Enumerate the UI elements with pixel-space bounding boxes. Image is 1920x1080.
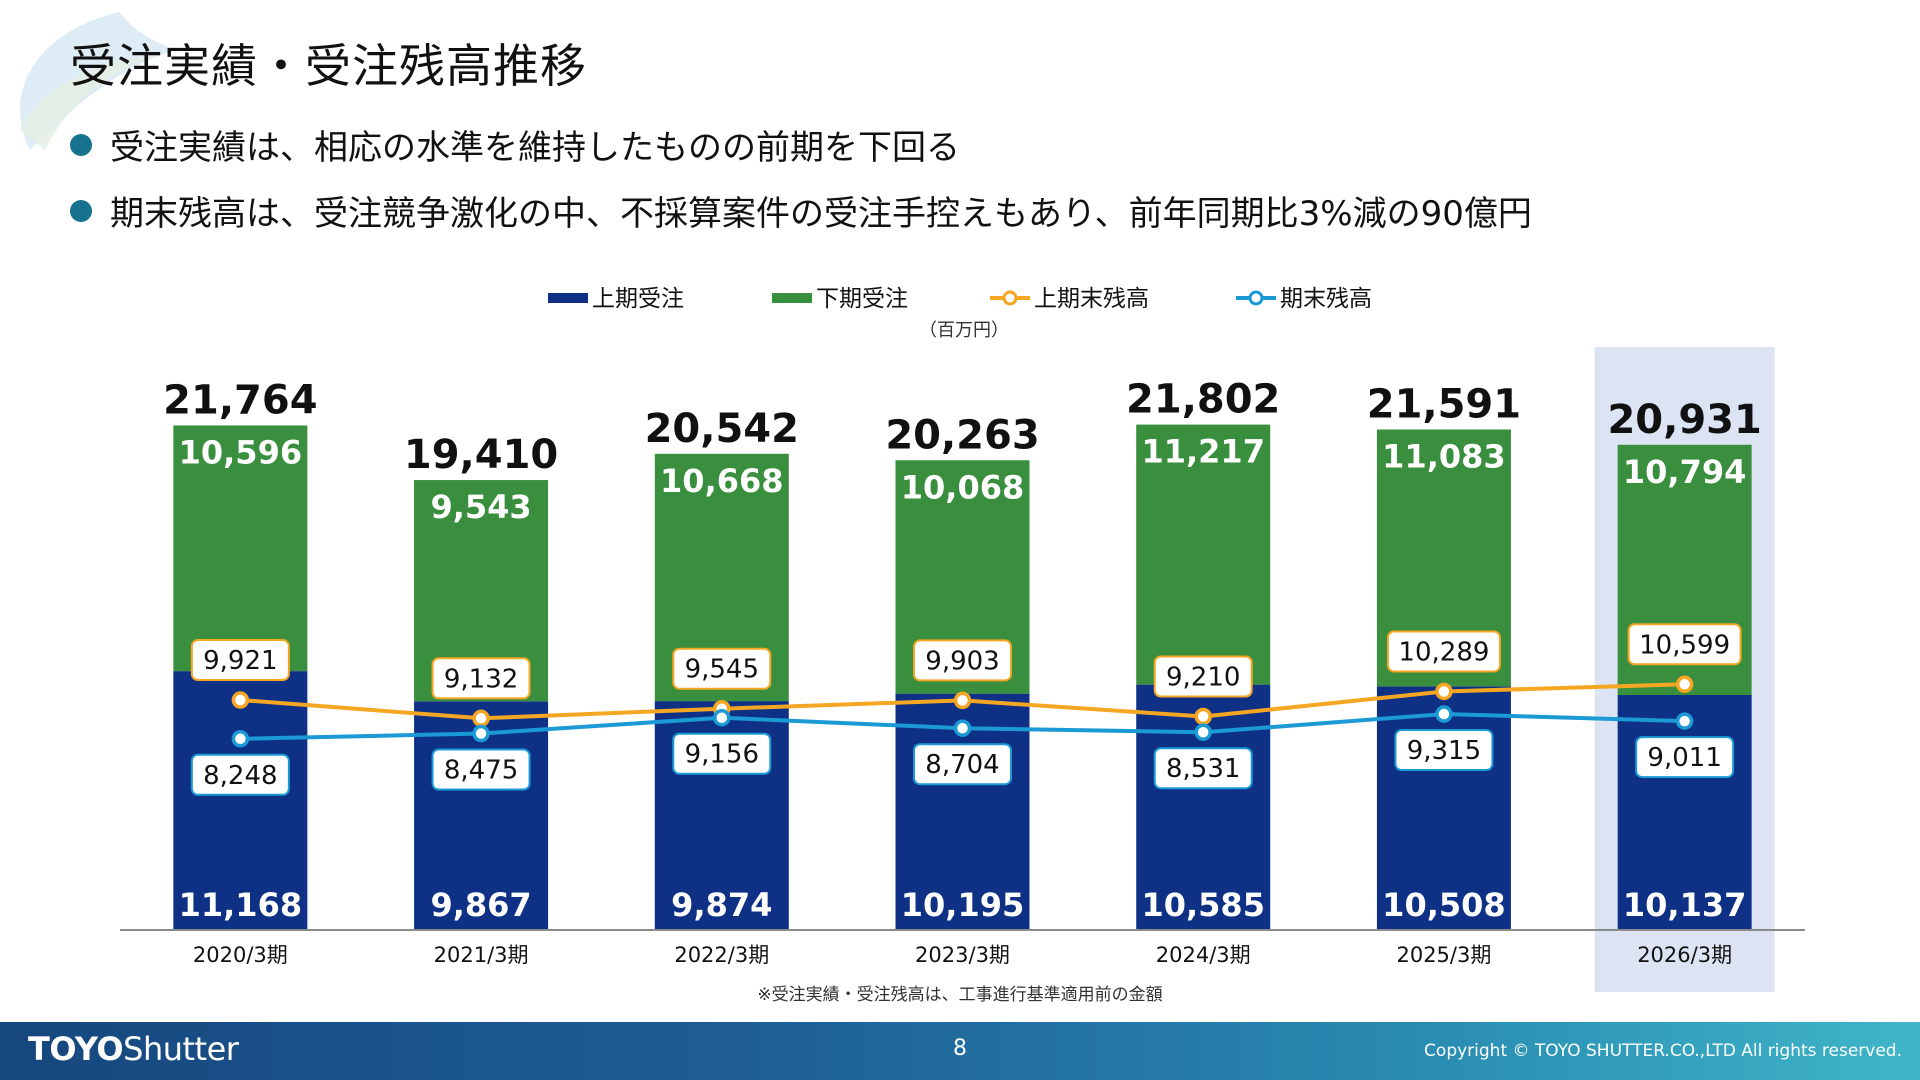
bar-first-half bbox=[173, 671, 308, 930]
chart-footnote: ※受注実績・受注残高は、工事進行基準適用前の金額 bbox=[757, 985, 1162, 1005]
line-point bbox=[1435, 705, 1453, 723]
line-value-box bbox=[1153, 655, 1253, 698]
line-value-box bbox=[672, 732, 772, 775]
line-value-box bbox=[1386, 630, 1501, 673]
category-label: 2020/3期 bbox=[193, 943, 288, 967]
line-point bbox=[1435, 682, 1453, 701]
company-logo: TOYOShutter bbox=[28, 1030, 239, 1068]
bar-value-label: 10,596 bbox=[179, 433, 302, 471]
bar-value-label: 10,137 bbox=[1623, 886, 1746, 924]
category-label: 2026/3期 bbox=[1637, 943, 1732, 967]
line-point bbox=[472, 724, 490, 743]
legend-marker bbox=[1248, 290, 1264, 306]
legend-label: 下期受注 bbox=[816, 286, 908, 312]
line-value-box bbox=[190, 639, 290, 682]
bullet-item: 受注実績は、相応の水準を維持したものの前期を下回る bbox=[70, 120, 960, 169]
decorative-swoosh bbox=[20, 12, 176, 150]
line-point bbox=[953, 719, 972, 737]
line-point bbox=[1194, 723, 1212, 741]
line-value-label: 9,903 bbox=[925, 646, 999, 676]
bar-value-label: 11,217 bbox=[1141, 433, 1264, 471]
footer-bar: TOYOShutter 8 Copyright © TOYO SHUTTER.C… bbox=[0, 1022, 1920, 1080]
line-value-label: 9,210 bbox=[1166, 662, 1240, 692]
bullet-item: 期末残高は、受注競争激化の中、不採算案件の受注手控えもあり、前年同期比3%減の9… bbox=[70, 186, 1532, 235]
category-label: 2023/3期 bbox=[915, 943, 1010, 967]
bar-value-label: 9,867 bbox=[430, 886, 531, 924]
line-point bbox=[953, 691, 972, 710]
total-label: 19,410 bbox=[404, 432, 558, 478]
page-number: 8 bbox=[953, 1036, 967, 1061]
line-value-label: 8,531 bbox=[1166, 754, 1240, 784]
legend-label: 上期受注 bbox=[592, 286, 684, 312]
line-value-box bbox=[913, 743, 1012, 786]
category-label: 2024/3期 bbox=[1156, 943, 1251, 967]
line-value-box bbox=[1635, 736, 1735, 779]
line-value-box bbox=[1153, 747, 1253, 790]
legend-label: 期末残高 bbox=[1280, 286, 1372, 312]
copyright-text: Copyright © TOYO SHUTTER.CO.,LTD All rig… bbox=[1424, 1041, 1902, 1061]
line-value-label: 9,156 bbox=[685, 740, 759, 770]
total-label: 21,802 bbox=[1126, 377, 1280, 423]
line-value-label: 9,011 bbox=[1647, 743, 1721, 773]
legend-label: 上期末残高 bbox=[1034, 286, 1149, 312]
line-point bbox=[231, 691, 250, 709]
total-label: 20,542 bbox=[645, 406, 799, 452]
line-value-label: 9,315 bbox=[1407, 736, 1481, 766]
line-value-box bbox=[190, 753, 290, 796]
line-value-box bbox=[913, 639, 1012, 682]
total-label: 20,931 bbox=[1607, 397, 1761, 443]
bar-value-label: 11,083 bbox=[1382, 437, 1505, 475]
line-value-box bbox=[1627, 623, 1742, 666]
line-point bbox=[713, 708, 731, 727]
legend-swatch bbox=[772, 293, 812, 303]
legend-swatch bbox=[548, 293, 588, 303]
bar-value-label: 11,168 bbox=[179, 886, 302, 924]
bar-value-label: 10,668 bbox=[660, 462, 783, 500]
bullet-text: 期末残高は、受注競争激化の中、不採算案件の受注手控えもあり、前年同期比3%減の9… bbox=[110, 194, 1532, 234]
line-point bbox=[1675, 675, 1694, 694]
bar-value-label: 10,794 bbox=[1623, 453, 1746, 491]
line-point bbox=[1675, 712, 1694, 730]
line-value-label: 10,289 bbox=[1398, 637, 1489, 667]
page-title: 受注実績・受注残高推移 bbox=[70, 39, 587, 93]
category-label: 2022/3期 bbox=[674, 943, 769, 967]
bar-value-label: 9,874 bbox=[671, 886, 772, 924]
line-point bbox=[472, 709, 490, 728]
line-point bbox=[231, 730, 250, 748]
line-value-label: 8,704 bbox=[925, 750, 999, 780]
order-chart: 上期受注 下期受注 上期末残高 期末残高 （百万円） 11,168 10,596 21,764… bbox=[120, 286, 1805, 1005]
bar-value-label: 9,543 bbox=[430, 488, 531, 526]
bullet-text: 受注実績は、相応の水準を維持したものの前期を下回る bbox=[110, 128, 960, 168]
line-point bbox=[1194, 707, 1212, 726]
line-value-box bbox=[431, 748, 531, 791]
bullet-dot-icon bbox=[70, 199, 92, 222]
line-value-label: 10,599 bbox=[1639, 630, 1730, 660]
bar-second-half bbox=[173, 425, 308, 672]
line-value-box bbox=[431, 657, 531, 700]
unit-label: （百万円） bbox=[919, 320, 1009, 341]
line-value-box bbox=[1394, 729, 1494, 772]
category-label: 2025/3期 bbox=[1396, 943, 1491, 967]
bar-value-label: 10,508 bbox=[1382, 886, 1505, 924]
line-value-label: 9,921 bbox=[203, 646, 277, 676]
line-value-label: 8,248 bbox=[203, 761, 277, 791]
bar-first-half bbox=[1376, 686, 1511, 930]
line-value-box bbox=[672, 647, 772, 690]
line-value-label: 9,545 bbox=[685, 655, 759, 685]
category-label: 2021/3期 bbox=[434, 943, 529, 967]
bar-first-half bbox=[1617, 695, 1752, 930]
bar-value-label: 10,068 bbox=[901, 468, 1024, 506]
legend-marker bbox=[1002, 290, 1018, 306]
total-label: 21,591 bbox=[1367, 381, 1521, 427]
bar-value-label: 10,585 bbox=[1141, 886, 1264, 924]
line-value-label: 9,132 bbox=[444, 664, 518, 694]
total-label: 21,764 bbox=[163, 377, 317, 423]
bullet-dot-icon bbox=[70, 133, 92, 156]
bar-value-label: 10,195 bbox=[901, 886, 1024, 924]
line-value-label: 8,475 bbox=[444, 756, 518, 786]
total-label: 20,263 bbox=[885, 412, 1039, 458]
bar-second-half bbox=[1136, 424, 1271, 685]
